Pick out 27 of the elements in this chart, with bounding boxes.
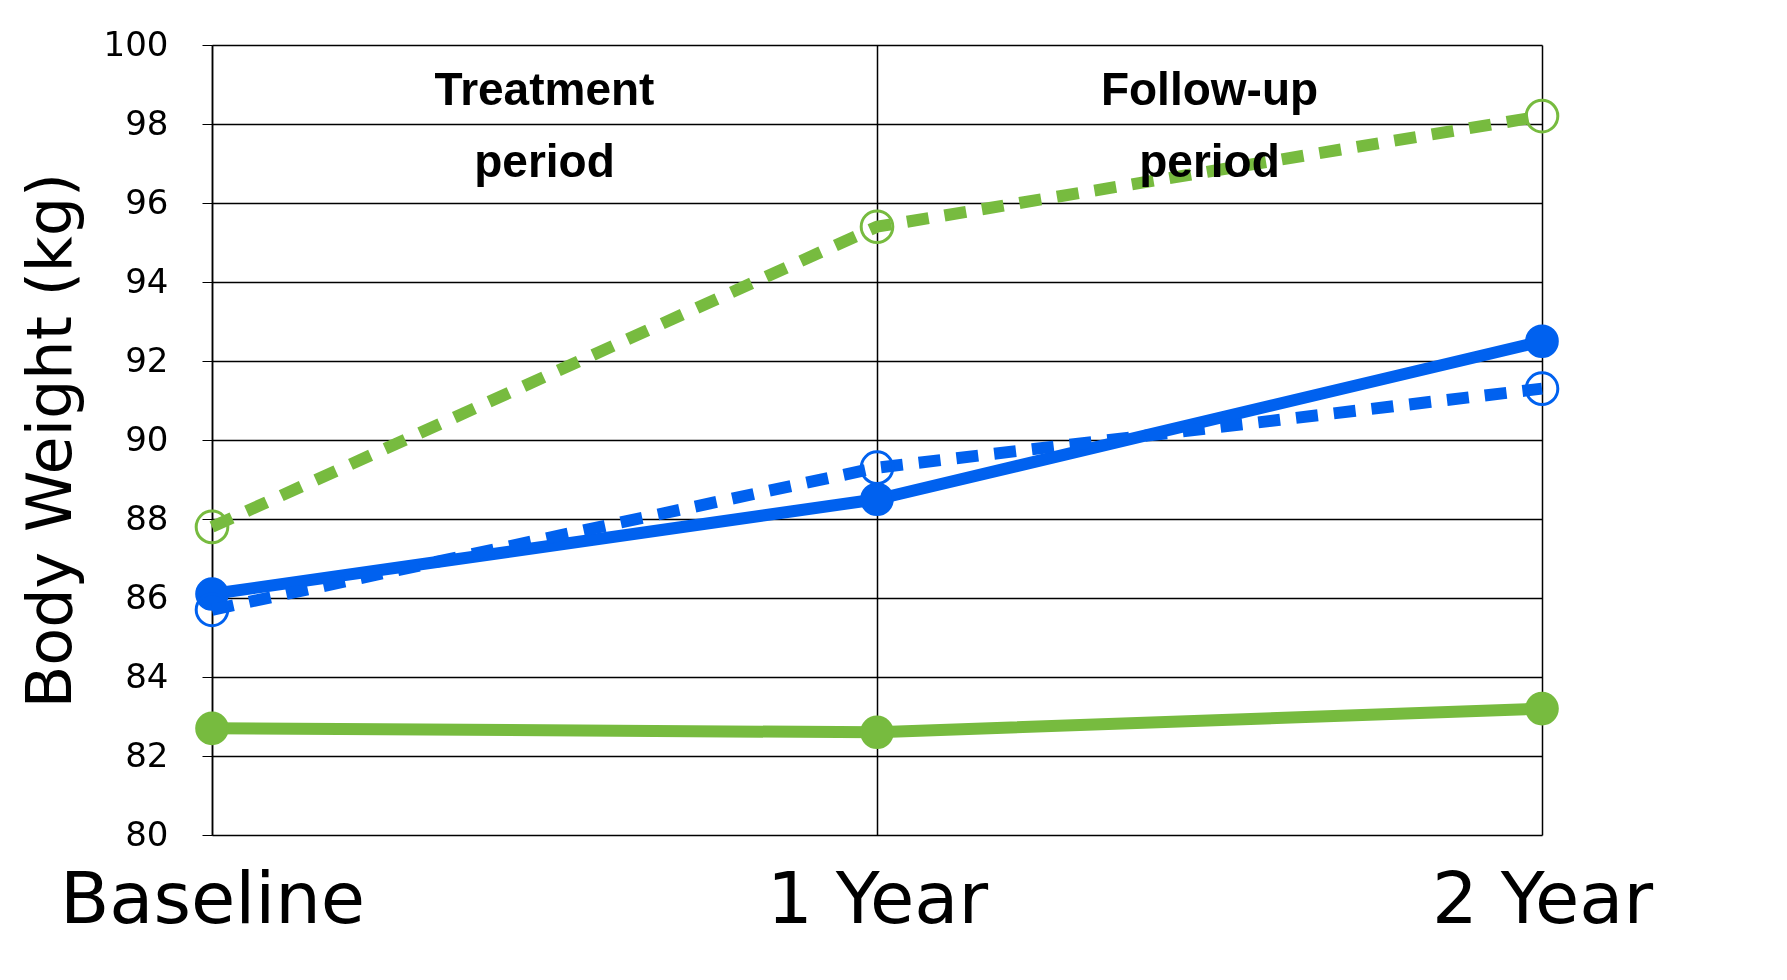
point [859, 209, 895, 244]
y-tick-label: 96 [125, 181, 169, 222]
x-tick-label: Baseline [59, 855, 366, 940]
y-tick-label: 82 [125, 734, 169, 775]
point [195, 711, 229, 746]
y-tick-label: 100 [103, 23, 169, 64]
y-tick-label: 88 [125, 497, 169, 538]
point [194, 509, 230, 545]
y-tick-label: 86 [125, 576, 169, 617]
y-tick-label: 92 [125, 339, 169, 380]
y-tick-label: 84 [125, 655, 169, 696]
point [1524, 371, 1560, 406]
y-tick-label: 98 [125, 102, 169, 143]
x-tick-label: 2 Year [1431, 855, 1654, 940]
x-tick-label: 1 Year [766, 855, 989, 940]
point [1525, 324, 1559, 359]
y-tick-label: 90 [125, 418, 169, 459]
annotation: Treatment period [434, 63, 655, 187]
point [860, 715, 894, 750]
y-axis-title: Body Weight (kg) [12, 172, 86, 709]
y-tick-label: 80 [125, 813, 169, 854]
annotation: Follow-up period [1100, 63, 1319, 187]
y-tick-label: 94 [125, 260, 169, 301]
point [859, 450, 895, 485]
point [1524, 98, 1560, 134]
point [1525, 691, 1559, 726]
point [860, 482, 894, 517]
